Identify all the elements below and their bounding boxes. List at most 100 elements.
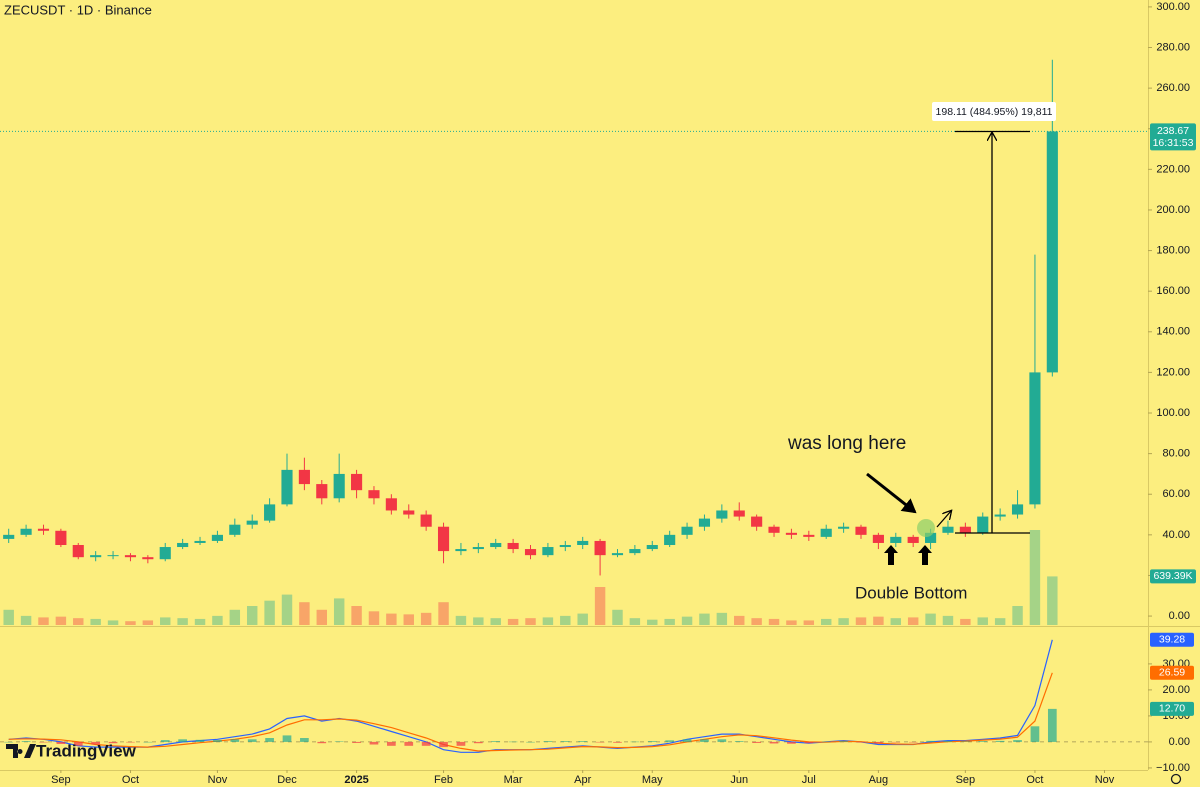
volume-bar [1029,530,1041,625]
entry-marker [917,519,935,537]
volume-bar [316,609,328,625]
histogram-bar [926,740,935,742]
x-tick-label: May [642,774,663,786]
candle-body [437,526,450,552]
candle-body [646,544,658,550]
x-tick-label: Feb [434,774,453,786]
volume-bar [855,617,867,625]
histogram-bar [1047,708,1057,742]
x-tick-label: 2025 [344,774,368,786]
candle-body [229,524,241,535]
volume-bar [612,609,623,625]
volume-bar [820,618,832,625]
histogram-bar [526,741,535,743]
candle-body [559,544,571,548]
annotation-arrow [866,472,917,514]
measure-box [932,102,1056,121]
histogram-bar [4,741,14,743]
histogram-bar [769,741,779,744]
candle-body [716,510,728,519]
candle-body [542,547,554,556]
histogram-bar [613,741,622,743]
histogram-bar [195,739,205,742]
y-tick-label: 200.00 [1156,204,1190,216]
histogram-bar [578,741,588,742]
histogram-bar [874,741,883,744]
bottom-arrow [918,545,932,565]
histogram-bar [73,741,83,746]
histogram-bar [839,741,848,742]
volume-bar [38,617,49,625]
last-price-badge [1150,123,1196,151]
histogram-bar [404,741,414,746]
measure-label: 198.11 (484.95%) 19,811 [936,106,1053,118]
histogram-bar [630,741,640,743]
histogram-bar [682,739,692,742]
x-tick-label: Nov [1095,774,1115,786]
volume-bar [751,618,762,625]
histogram-bar [978,741,988,742]
candle-body [820,528,832,537]
volume-bar [142,620,154,625]
volume-bar [994,618,1006,625]
histogram-bar [421,741,431,746]
candle-body [142,557,154,560]
histogram-bar [752,741,761,743]
volume-badge [1150,569,1196,584]
histogram-bar [891,741,901,743]
candle-body [751,516,763,527]
candle-body [925,532,937,543]
candle-body [368,490,380,499]
candle-body [351,473,363,491]
x-tick-label: Oct [122,774,139,786]
y-tick-label: 100.00 [1156,407,1190,419]
candle-body [698,518,711,527]
volume-bar [647,619,658,625]
histogram-bar [717,739,727,742]
histogram-bar [508,741,518,743]
chart-title: ZECUSDT · 1D · Binance [4,2,152,17]
volume-bar [438,602,449,625]
candle-body [177,542,189,548]
candle-body [803,534,815,537]
histogram-bar [39,741,48,743]
histogram-bar [108,741,118,744]
y-tick-label: 0.00 [1169,736,1190,748]
candle-body [264,504,276,521]
settings-button[interactable] [1170,773,1182,785]
candle-body [1046,131,1058,373]
volume-bar [3,609,14,625]
candle-body [298,469,310,485]
volume-bar [1047,576,1058,625]
volume-bar [681,616,693,625]
candle-body [194,540,206,543]
volume-bar [664,618,675,625]
volume-bar [960,618,971,625]
candle-body [1011,504,1024,515]
volume-label: 639.39K [1153,570,1192,582]
volume-bar [264,600,275,625]
candle-body [403,510,415,515]
histogram-bar [1030,726,1040,742]
y-tick-label: 220.00 [1156,163,1190,175]
candle-body [211,534,223,541]
volume-bar [716,612,728,625]
histogram-bar [908,741,918,743]
histogram-bar [543,741,553,742]
volume-bar [125,621,136,625]
volume-bar [838,618,849,625]
breakout-arrow [936,511,951,528]
volume-bar [177,618,188,625]
histogram-bar [91,741,101,745]
histogram-bar [595,741,605,743]
histogram-bar [821,741,831,743]
candle-body [246,520,258,525]
volume-bar [246,606,258,625]
volume-bar [925,613,936,625]
x-tick-label: Jul [802,774,816,786]
histogram-bar [961,741,970,742]
y-tick-label: 0.00 [1169,610,1190,622]
volume-bar [299,602,310,625]
histogram-bar [787,741,796,744]
